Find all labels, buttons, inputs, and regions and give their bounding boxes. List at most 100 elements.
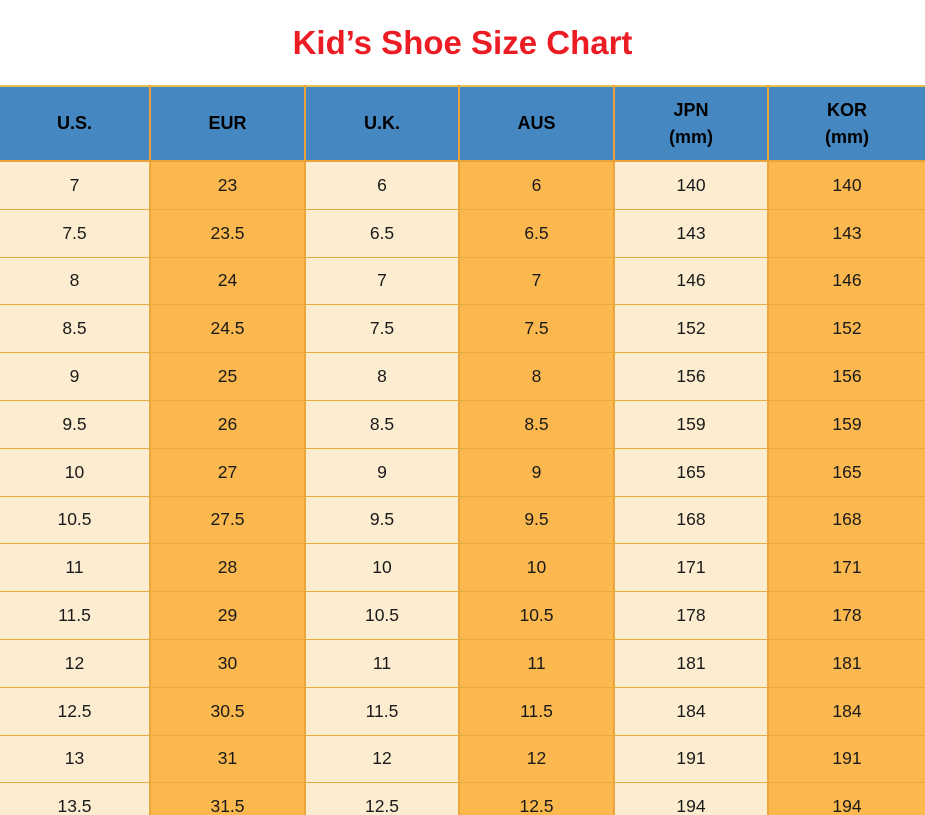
table-row: 8.5 24.5 7.5 7.5 152 152 [0,304,925,354]
cell: 10.5 [0,495,151,545]
cell: 11 [304,638,460,688]
cell: 8 [458,352,615,401]
cell: 12.5 [0,686,151,736]
cell: 184 [767,686,925,736]
cell: 6 [304,161,460,210]
cell: 26 [149,399,306,449]
cell: 12 [304,734,460,784]
cell: 7.5 [0,208,151,258]
cell: 11 [458,638,615,688]
table-row: 7.5 23.5 6.5 6.5 143 143 [0,208,925,258]
cell: 168 [613,495,769,545]
cell: 9.5 [304,495,460,545]
header-row: U.S. EUR U.K. AUS JPN (mm) KOR (mm) [0,86,925,162]
cell: 10 [0,447,151,497]
column-header-label: AUS [517,113,556,134]
cell: 156 [767,352,925,401]
cell: 9.5 [458,495,615,545]
cell: 23 [149,161,306,210]
cell: 10.5 [304,591,460,640]
table-row: 11 28 10 10 171 171 [0,543,925,593]
cell: 11 [0,543,151,593]
cell: 9 [458,447,615,497]
cell: 27.5 [149,495,306,545]
cell: 171 [613,543,769,593]
cell: 9.5 [0,399,151,449]
cell: 171 [767,543,925,593]
cell: 159 [767,399,925,449]
cell: 168 [767,495,925,545]
column-header-eur: EUR [149,86,306,162]
table-row: 10.5 27.5 9.5 9.5 168 168 [0,495,925,545]
cell: 27 [149,447,306,497]
cell: 11.5 [304,686,460,736]
cell: 181 [613,638,769,688]
cell: 23.5 [149,208,306,258]
cell: 7 [304,256,460,306]
cell: 10.5 [458,591,615,640]
cell: 12.5 [458,782,615,815]
cell: 12 [458,734,615,784]
cell: 6.5 [304,208,460,258]
column-header-unit: (mm) [669,126,713,147]
cell: 146 [613,256,769,306]
cell: 29 [149,591,306,640]
cell: 9 [0,352,151,401]
cell: 140 [767,161,925,210]
column-header-us: U.S. [0,86,151,162]
cell: 11.5 [458,686,615,736]
table-row: 9.5 26 8.5 8.5 159 159 [0,399,925,449]
cell: 10 [458,543,615,593]
cell: 8.5 [304,399,460,449]
cell: 7.5 [304,304,460,354]
cell: 191 [613,734,769,784]
cell: 9 [304,447,460,497]
table-body: 7 23 6 6 140 140 7.5 23.5 6.5 6.5 143 143 8 24 7 7 146 14… [0,161,925,815]
cell: 194 [613,782,769,815]
column-header-uk: U.K. [304,86,460,162]
cell: 156 [613,352,769,401]
cell: 178 [613,591,769,640]
cell: 165 [767,447,925,497]
table-row: 11.5 29 10.5 10.5 178 178 [0,591,925,640]
table-row: 12.5 30.5 11.5 11.5 184 184 [0,686,925,736]
cell: 140 [613,161,769,210]
table-row: 13 31 12 12 191 191 [0,734,925,784]
cell: 159 [613,399,769,449]
cell: 30 [149,638,306,688]
cell: 7 [0,161,151,210]
column-header-label: U.K. [364,113,400,134]
cell: 30.5 [149,686,306,736]
cell: 8.5 [0,304,151,354]
column-header-label: JPN [673,100,709,121]
column-header-aus: AUS [458,86,615,162]
cell: 146 [767,256,925,306]
cell: 165 [613,447,769,497]
cell: 143 [767,208,925,258]
table-row: 7 23 6 6 140 140 [0,161,925,210]
column-header-label: U.S. [56,113,92,134]
cell: 7.5 [458,304,615,354]
shoe-size-table: U.S. EUR U.K. AUS JPN (mm) KOR (mm) 7 23 6 6 140 140… [0,85,925,815]
cell: 24.5 [149,304,306,354]
page-title: Kid’s Shoe Size Chart [292,23,633,61]
cell: 8.5 [458,399,615,449]
cell: 152 [767,304,925,354]
cell: 28 [149,543,306,593]
cell: 6 [458,161,615,210]
column-header-unit: (mm) [825,126,869,147]
column-header-label: EUR [208,113,247,134]
cell: 143 [613,208,769,258]
cell: 194 [767,782,925,815]
table-row: 12 30 11 11 181 181 [0,638,925,688]
column-header-label: KOR [827,100,867,121]
cell: 11.5 [0,591,151,640]
table-row: 13.5 31.5 12.5 12.5 194 194 [0,782,925,815]
cell: 184 [613,686,769,736]
cell: 12.5 [304,782,460,815]
column-header-kor: KOR (mm) [767,86,925,162]
column-header-jpn: JPN (mm) [613,86,769,162]
table-row: 10 27 9 9 165 165 [0,447,925,497]
cell: 24 [149,256,306,306]
